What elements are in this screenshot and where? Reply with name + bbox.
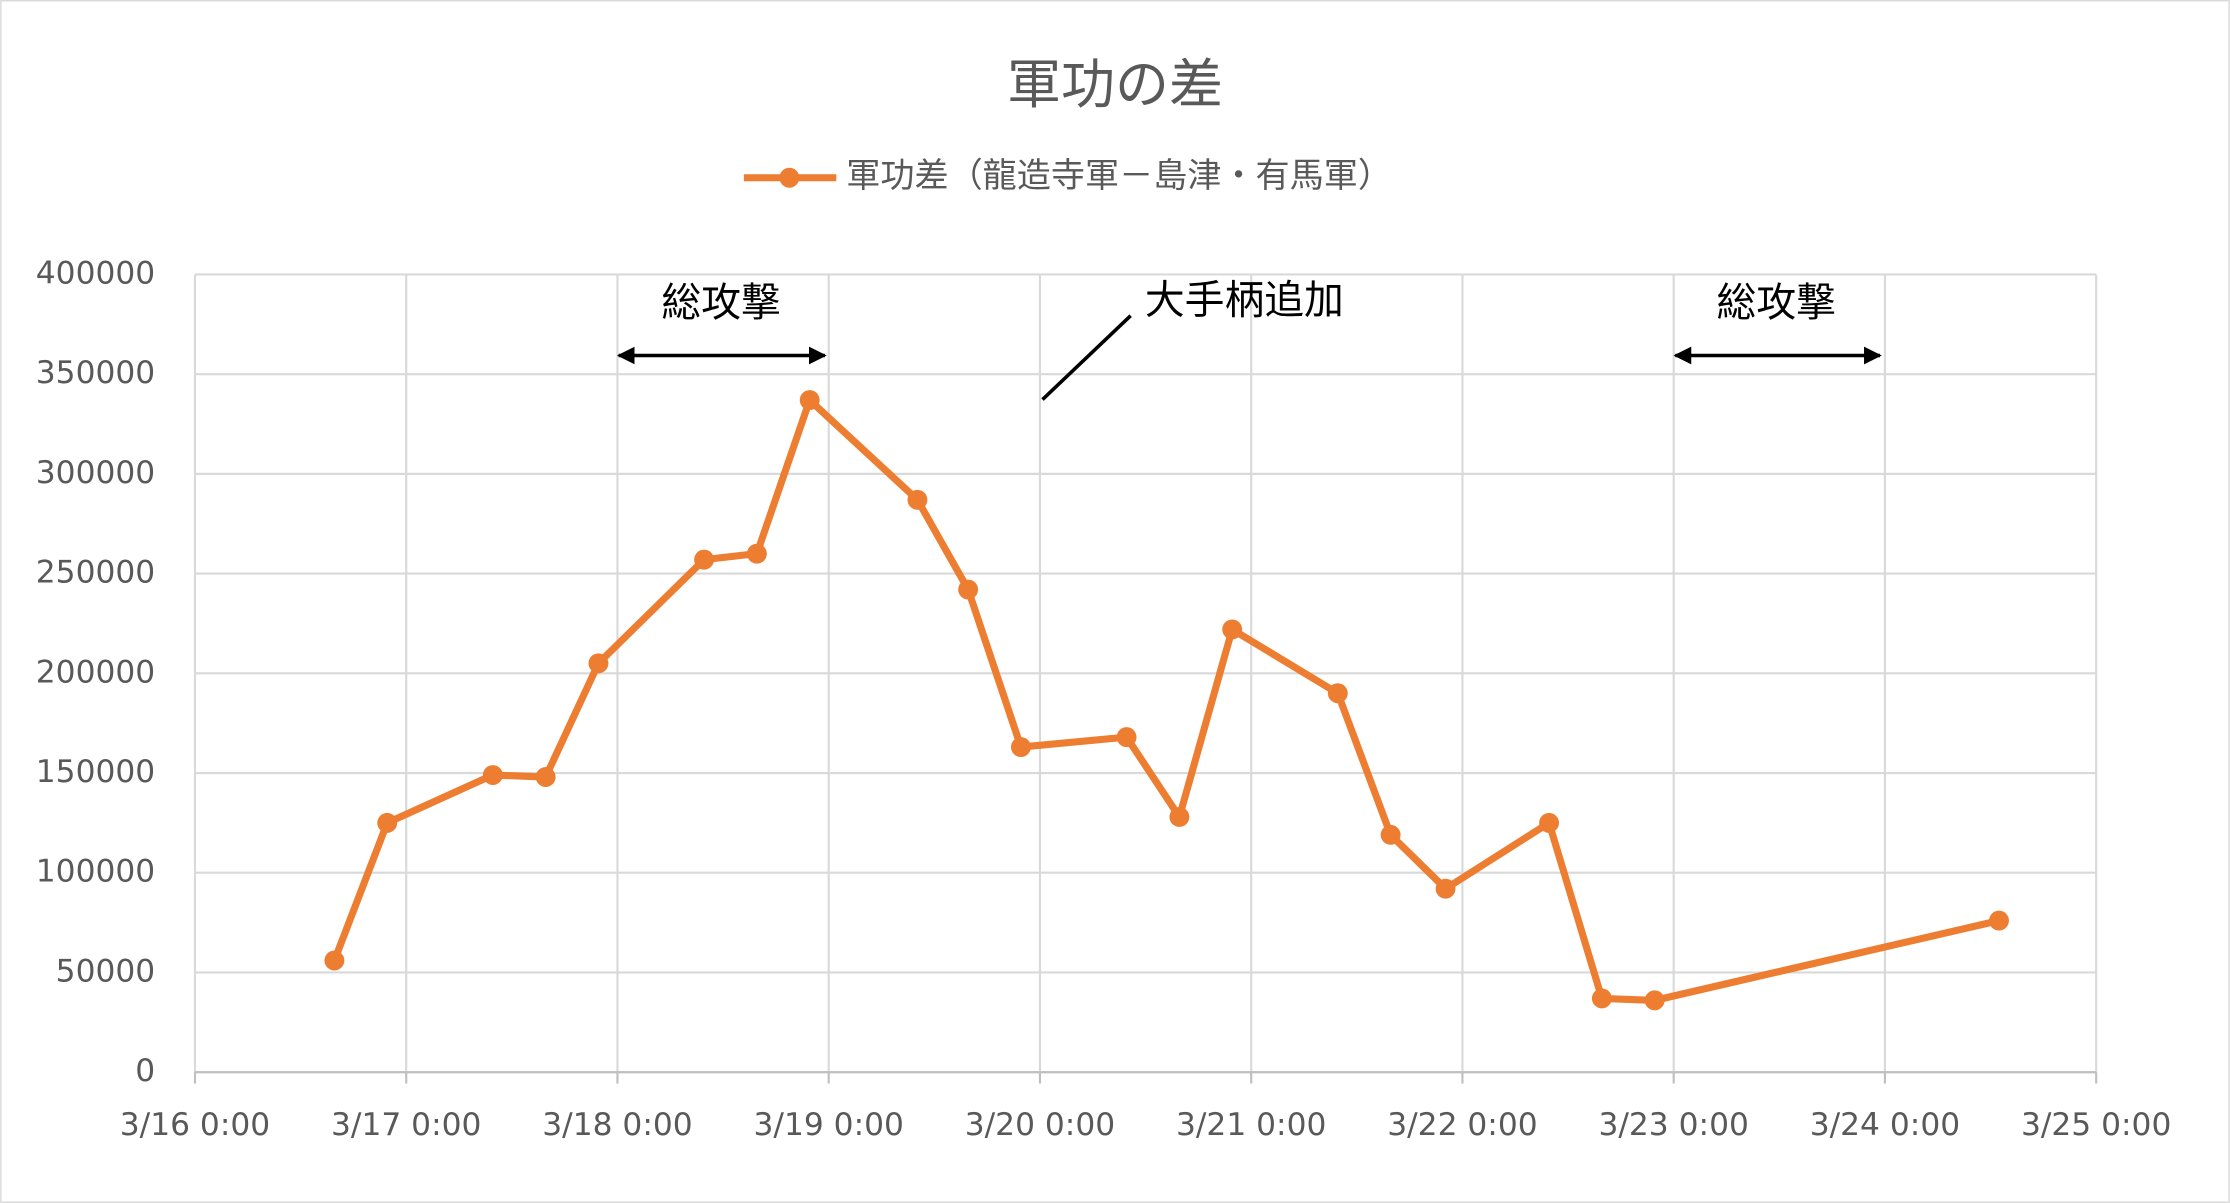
data-point (535, 767, 556, 787)
data-point (1010, 737, 1031, 758)
annotation-leader (1041, 314, 1132, 401)
annotation: 総攻撃 (661, 280, 780, 326)
y-tick-label: 100000 (36, 854, 155, 890)
data-point (907, 489, 928, 510)
x-tick-label: 3/18 0:00 (542, 1107, 692, 1143)
data-point (482, 765, 503, 785)
data-point (1222, 619, 1243, 640)
data-point (1989, 910, 2009, 931)
y-tick-label: 350000 (36, 355, 155, 391)
data-point (1380, 824, 1401, 845)
data-point (588, 653, 609, 674)
legend-marker (779, 167, 800, 188)
y-tick-label: 50000 (56, 953, 155, 989)
chart-title: 軍功の差 (1007, 53, 1223, 116)
data-point (324, 950, 345, 971)
data-point (1169, 806, 1190, 827)
data-point (377, 812, 398, 833)
x-tick-label: 3/24 0:00 (1810, 1107, 1960, 1143)
y-tick-label: 400000 (36, 255, 155, 291)
data-point (1539, 812, 1560, 833)
legend-label: 軍功差（龍造寺軍－島津・有馬軍） (846, 156, 1392, 196)
data-point (1644, 990, 1665, 1011)
data-point (958, 579, 979, 600)
annotation: 大手柄追加 (1145, 277, 1344, 323)
annotation: 総攻撃 (1717, 280, 1836, 326)
x-tick-label: 3/17 0:00 (331, 1107, 481, 1143)
data-point (1435, 878, 1456, 899)
x-tick-label: 3/19 0:00 (754, 1107, 904, 1143)
y-tick-label: 0 (135, 1053, 155, 1089)
data-point (746, 543, 767, 564)
y-tick-label: 300000 (36, 455, 155, 491)
data-point (1327, 683, 1348, 704)
y-tick-label: 250000 (36, 555, 155, 591)
y-tick-label: 200000 (36, 654, 155, 690)
x-tick-label: 3/22 0:00 (1387, 1107, 1537, 1143)
x-tick-label: 3/16 0:00 (120, 1107, 270, 1143)
x-tick-label: 3/21 0:00 (1176, 1107, 1326, 1143)
y-tick-label: 150000 (36, 754, 155, 790)
data-point (1591, 988, 1612, 1009)
data-point (694, 549, 715, 570)
data-point (799, 390, 820, 411)
x-tick-label: 3/20 0:00 (965, 1107, 1115, 1143)
data-point (1116, 727, 1137, 748)
x-tick-label: 3/25 0:00 (2021, 1107, 2171, 1143)
x-tick-label: 3/23 0:00 (1599, 1107, 1749, 1143)
